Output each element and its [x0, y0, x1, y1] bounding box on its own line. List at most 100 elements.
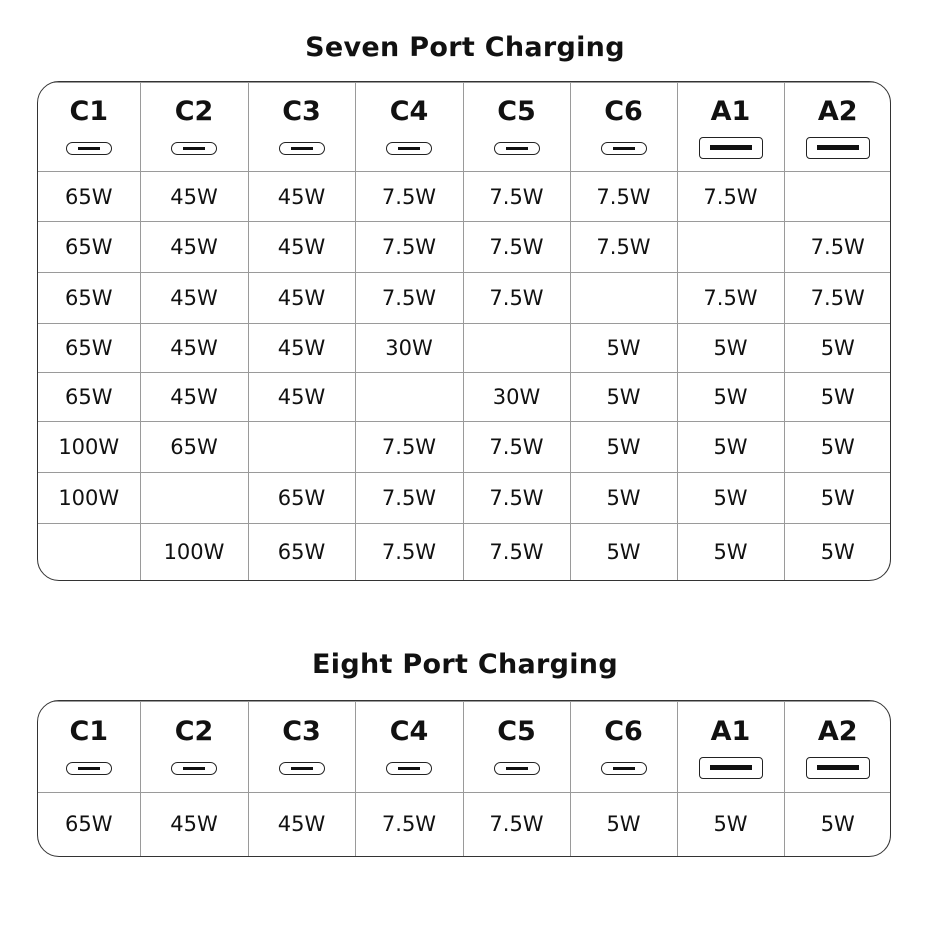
port-label: C5	[497, 95, 536, 127]
wattage-cell: 7.5W	[354, 221, 464, 273]
wattage-cell: 45W	[247, 323, 356, 373]
port-label: C3	[282, 95, 321, 127]
wattage-cell: 5W	[676, 472, 785, 524]
column-header: C4	[354, 701, 464, 793]
wattage-cell: 5W	[783, 372, 890, 422]
wattage-cell: 5W	[783, 472, 890, 524]
table-row: 65W 45W 45W 7.5W 7.5W 7.5W 7.5W	[38, 171, 890, 222]
table-row: 100W 65W 7.5W 7.5W 5W 5W 5W	[38, 472, 890, 524]
wattage-cell: 5W	[676, 372, 785, 422]
port-label: C4	[389, 95, 429, 127]
port-label: C6	[604, 95, 643, 127]
usb-c-port-icon	[493, 141, 540, 155]
seven-port-title: Seven Port Charging	[305, 32, 625, 63]
table-row: 65W 45W 45W 30W 5W 5W 5W	[38, 323, 890, 373]
port-label: C1	[69, 95, 109, 127]
table-row: 65W 45W 45W 30W 5W 5W 5W	[38, 372, 890, 422]
wattage-cell: 5W	[783, 421, 890, 473]
wattage-cell: 7.5W	[783, 272, 890, 324]
header-row: C1 C2 C3 C4 C5 C6 A1 A2	[38, 82, 890, 172]
port-label: A1	[710, 95, 751, 127]
wattage-cell: 5W	[783, 323, 890, 373]
port-label: C2	[174, 95, 214, 127]
usb-c-port-icon	[171, 141, 217, 155]
wattage-cell: 5W	[676, 792, 785, 856]
wattage-cell: 45W	[139, 272, 249, 324]
column-header: C3	[247, 82, 356, 172]
wattage-cell: 65W	[38, 171, 141, 222]
usb-a-port-icon	[805, 756, 870, 779]
column-header: C5	[462, 82, 571, 172]
wattage-cell: 7.5W	[462, 171, 571, 222]
usb-c-port-icon	[171, 761, 217, 775]
wattage-cell: 45W	[139, 792, 249, 856]
column-header: A2	[783, 701, 890, 793]
wattage-cell: 5W	[569, 372, 678, 422]
wattage-cell: 7.5W	[462, 421, 571, 473]
usb-c-port-icon	[65, 141, 112, 155]
usb-c-port-icon	[386, 761, 432, 775]
usb-c-port-icon	[278, 141, 325, 155]
port-label: A2	[817, 95, 858, 127]
wattage-cell	[139, 472, 249, 524]
table-row: 100W 65W 7.5W 7.5W 5W 5W 5W	[38, 421, 890, 473]
wattage-cell: 65W	[38, 372, 141, 422]
wattage-cell: 5W	[569, 472, 678, 524]
column-header: C1	[38, 701, 141, 793]
usb-a-port-icon	[805, 136, 870, 159]
wattage-cell: 5W	[676, 523, 785, 580]
eight-port-table: C1 C2 C3 C4 C5 C6 A1 A2 65W 45W 45W 7.5W 7.5W 5W 5W 5W	[37, 700, 891, 857]
wattage-cell: 45W	[247, 372, 356, 422]
eight-port-title: Eight Port Charging	[312, 649, 618, 680]
wattage-cell: 100W	[139, 523, 249, 580]
seven-port-table: C1 C2 C3 C4 C5 C6 A1 A2 65W 45W 45W 7.5W 7.5W 7.5W 7.5…	[37, 81, 891, 581]
column-header: A1	[676, 701, 785, 793]
wattage-cell: 45W	[139, 171, 249, 222]
usb-c-port-icon	[386, 141, 432, 155]
wattage-cell: 45W	[139, 372, 249, 422]
wattage-cell: 7.5W	[354, 421, 464, 473]
wattage-cell: 45W	[247, 272, 356, 324]
column-header: C2	[139, 701, 249, 793]
wattage-cell: 7.5W	[462, 272, 571, 324]
port-label: C6	[604, 715, 643, 747]
wattage-cell: 65W	[38, 323, 141, 373]
wattage-cell: 45W	[247, 792, 356, 856]
column-header: C1	[38, 82, 141, 172]
port-label: C3	[282, 715, 321, 747]
column-header: A2	[783, 82, 890, 172]
port-label: C4	[389, 715, 429, 747]
wattage-cell: 5W	[783, 792, 890, 856]
wattage-cell: 5W	[569, 792, 678, 856]
wattage-cell	[247, 421, 356, 473]
usb-c-port-icon	[600, 761, 647, 775]
wattage-cell: 7.5W	[462, 523, 571, 580]
wattage-cell: 65W	[38, 221, 141, 273]
charging-table: C1 C2 C3 C4 C5 C6 A1 A2 65W 45W 45W 7.5W 7.5W 5W 5W 5W	[38, 701, 890, 856]
usb-c-port-icon	[600, 141, 647, 155]
port-label: C1	[69, 715, 109, 747]
wattage-cell	[569, 272, 678, 324]
table-row: 65W 45W 45W 7.5W 7.5W 7.5W 7.5W	[38, 272, 890, 324]
port-label: C5	[497, 715, 536, 747]
wattage-cell	[676, 221, 785, 273]
wattage-cell: 45W	[247, 171, 356, 222]
header-row: C1 C2 C3 C4 C5 C6 A1 A2	[38, 701, 890, 793]
wattage-cell: 65W	[38, 272, 141, 324]
wattage-cell: 7.5W	[676, 272, 785, 324]
wattage-cell: 65W	[247, 523, 356, 580]
column-header: A1	[676, 82, 785, 172]
wattage-cell	[783, 171, 890, 222]
wattage-cell: 65W	[247, 472, 356, 524]
wattage-cell: 7.5W	[354, 171, 464, 222]
wattage-cell	[38, 523, 141, 580]
wattage-cell: 7.5W	[462, 792, 571, 856]
wattage-cell: 30W	[354, 323, 464, 373]
usb-c-port-icon	[65, 761, 112, 775]
wattage-cell: 7.5W	[462, 472, 571, 524]
wattage-cell: 7.5W	[569, 221, 678, 273]
column-header: C3	[247, 701, 356, 793]
wattage-cell: 7.5W	[354, 792, 464, 856]
column-header: C4	[354, 82, 464, 172]
wattage-cell: 5W	[676, 323, 785, 373]
